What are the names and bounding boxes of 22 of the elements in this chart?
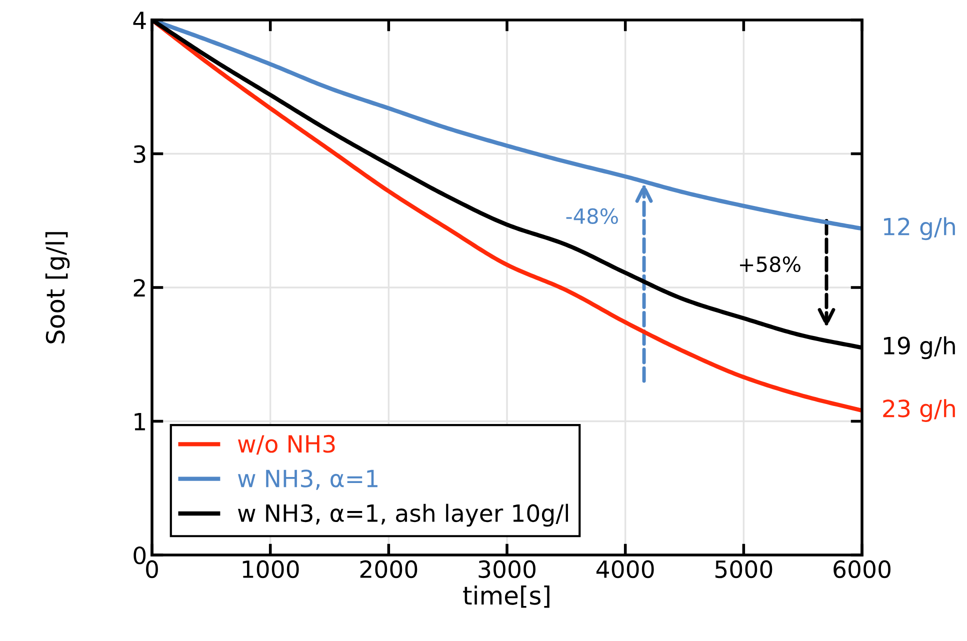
x-tick-label: 4000 <box>596 560 654 578</box>
text: 19 g/h <box>884 336 955 360</box>
annotation: -48% <box>566 208 618 224</box>
x-tick-label: 1000 <box>242 560 299 578</box>
x-tick-label: 3000 <box>478 560 536 578</box>
legend-label: w NH3, α=1, ash layer 10g/l <box>238 504 568 527</box>
y-tick-label: 1 <box>134 413 145 430</box>
x-tick-label: 5000 <box>715 560 772 578</box>
text: 12 g/h <box>884 217 955 240</box>
annotation: +58% <box>740 256 800 272</box>
x-tick-label: 6000 <box>834 560 890 578</box>
x-axis-title: time[s] <box>463 585 550 608</box>
y-tick-label: 2 <box>134 278 145 296</box>
legend-label: w NH3, α=1 <box>238 470 378 490</box>
y-axis-title: Soot [g/l] <box>45 232 70 344</box>
y-tick-label: 4 <box>133 12 146 29</box>
x-tick-label: 0 <box>146 560 158 578</box>
text: 23 g/h <box>883 399 955 422</box>
x-tick-label: 2000 <box>360 560 418 578</box>
legend-label: w/o NH3 <box>238 434 335 455</box>
y-tick-label: 3 <box>134 145 146 164</box>
y-tick-label: 0 <box>134 546 146 564</box>
